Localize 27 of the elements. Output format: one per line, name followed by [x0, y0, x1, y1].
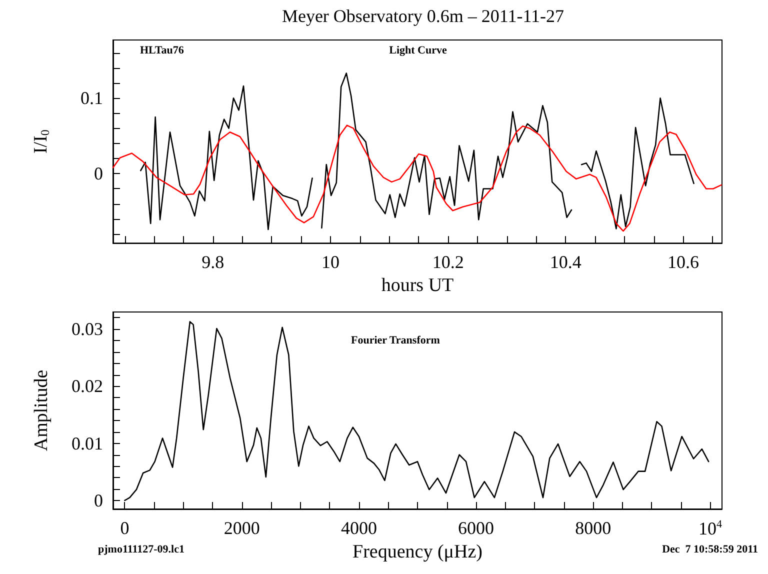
y-tick-label: 0 — [94, 490, 103, 510]
x-axis-title: hours UT — [381, 275, 454, 296]
chart-title: Meyer Observatory 0.6m – 2011-11-27 — [282, 6, 564, 26]
y-axis-title: Amplitude — [31, 370, 52, 452]
annotation: Fourier Transform — [351, 334, 440, 346]
text: pjmo111127-09.lc1 — [98, 544, 184, 556]
x-tick-label: 2000 — [224, 518, 260, 538]
line-series — [112, 124, 722, 232]
x-tick-label: 10 — [322, 252, 340, 272]
y-tick-label: 0.01 — [72, 433, 103, 454]
x-tick-label: 10.2 — [432, 252, 464, 272]
annotation: HLTau76 — [140, 44, 184, 56]
x-tick-label: 0 — [120, 518, 130, 538]
x-axis-title: Frequency (μHz) — [352, 541, 482, 562]
x-tick-label: 10.4 — [550, 252, 582, 272]
y-tick-label: 0.03 — [72, 319, 103, 340]
y-axis-title: I/I0 — [30, 130, 52, 154]
x-tick-label: 8000 — [575, 518, 612, 538]
x-tick-label: 6000 — [458, 518, 494, 538]
x-tick-label: 9.8 — [202, 252, 224, 272]
x-tick-label: 4000 — [340, 518, 377, 538]
text: Dec 7 10:58:59 2011 — [662, 544, 758, 556]
y-tick-label: 0 — [94, 164, 103, 184]
y-tick-label: 0.02 — [72, 376, 103, 396]
y-tick-label: 0.1 — [80, 88, 103, 108]
x-tick-label: 10.6 — [667, 252, 699, 272]
annotation: Light Curve — [389, 44, 447, 56]
